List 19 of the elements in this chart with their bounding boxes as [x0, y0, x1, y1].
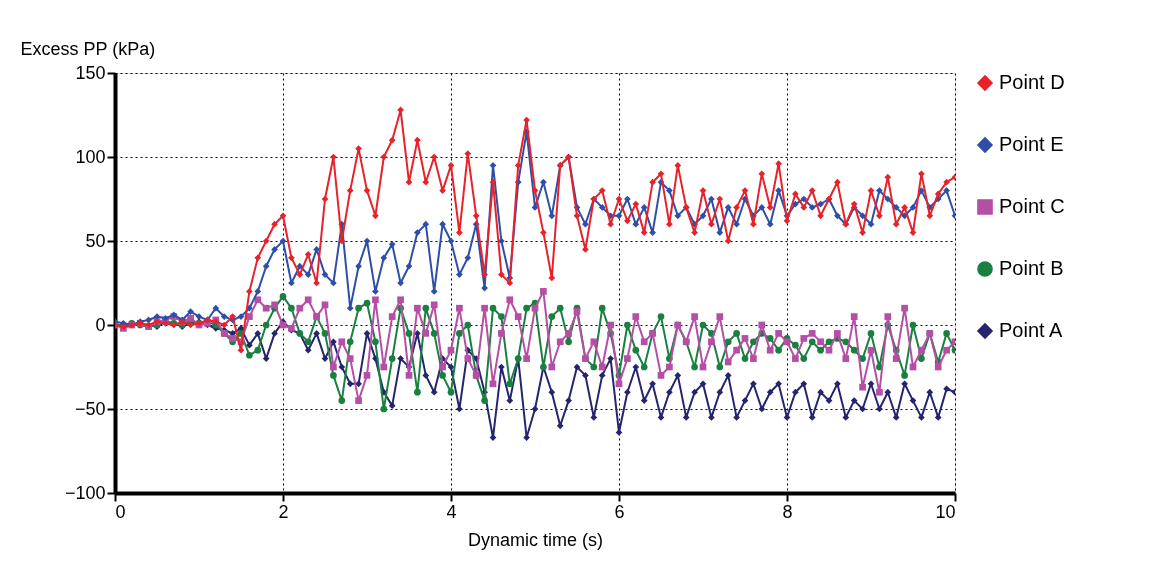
x-tick-label: 6	[614, 501, 625, 522]
y-tick-label: 100	[75, 146, 106, 167]
y-tick-label: 50	[85, 230, 106, 251]
x-tick-label: 8	[782, 501, 793, 522]
x-tick-label: 0	[115, 501, 126, 522]
y-tick-label: 0	[95, 314, 106, 335]
y-tick-label: −100	[64, 482, 106, 503]
y-axis-title: Excess PP (kPa)	[20, 38, 156, 59]
legend-label: Point C	[999, 195, 1065, 217]
legend-label: Point D	[999, 71, 1065, 93]
legend-label: Point E	[999, 133, 1064, 155]
y-tick-label: −50	[74, 398, 106, 419]
legend-label: Point B	[999, 257, 1064, 279]
x-tick-label: 2	[278, 501, 289, 522]
legend-label: Point A	[999, 319, 1064, 341]
x-tick-label: 4	[446, 501, 457, 522]
x-tick-label: 10	[935, 501, 956, 522]
x-axis-title: Dynamic time (s)	[467, 529, 604, 550]
y-tick-label: 150	[75, 62, 106, 83]
